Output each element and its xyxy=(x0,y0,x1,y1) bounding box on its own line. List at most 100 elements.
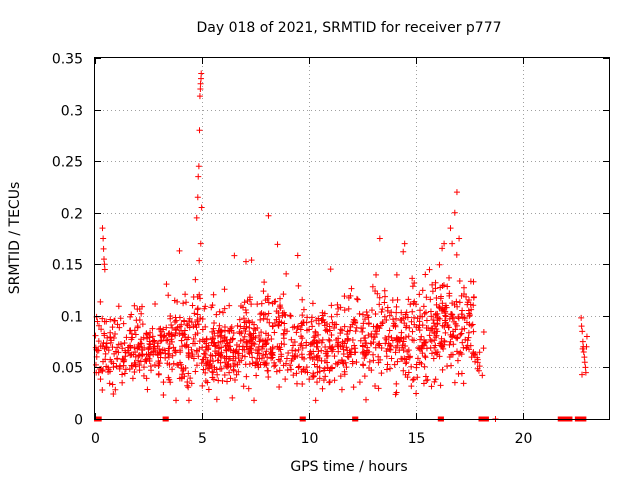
data-point xyxy=(446,274,453,281)
data-point xyxy=(307,354,314,361)
data-point xyxy=(264,367,271,374)
data-point xyxy=(97,343,104,350)
data-point xyxy=(299,354,306,361)
data-point xyxy=(265,374,272,381)
data-point xyxy=(476,349,483,356)
data-point xyxy=(426,266,433,273)
data-point xyxy=(457,331,464,338)
data-point xyxy=(441,341,448,348)
data-point xyxy=(169,352,176,359)
data-point xyxy=(316,375,323,382)
data-point xyxy=(303,364,310,371)
data-point xyxy=(202,354,209,361)
data-point xyxy=(404,374,411,381)
data-point xyxy=(187,375,194,382)
data-point xyxy=(400,347,407,354)
data-point xyxy=(430,320,437,327)
data-point xyxy=(276,344,283,351)
data-point xyxy=(105,366,112,373)
data-point xyxy=(266,319,273,326)
data-point xyxy=(210,325,217,332)
data-point xyxy=(144,386,151,393)
axis-ticks xyxy=(95,58,609,420)
data-point xyxy=(444,283,451,290)
data-point xyxy=(299,381,306,388)
data-point xyxy=(348,285,355,292)
data-point xyxy=(177,347,184,354)
data-point xyxy=(370,351,377,358)
data-point xyxy=(415,324,422,331)
data-point xyxy=(474,365,481,372)
data-point xyxy=(132,361,139,368)
data-point xyxy=(263,362,270,369)
data-point xyxy=(306,326,313,333)
data-point xyxy=(188,319,195,326)
data-point xyxy=(356,379,363,386)
data-point xyxy=(198,70,205,77)
data-point xyxy=(331,377,338,384)
data-point xyxy=(151,362,158,369)
data-point xyxy=(337,373,344,380)
data-point xyxy=(248,334,255,341)
data-point xyxy=(470,302,477,309)
data-point xyxy=(422,373,429,380)
data-point xyxy=(263,348,270,355)
data-point xyxy=(277,295,284,302)
data-point xyxy=(281,311,288,318)
data-point xyxy=(213,311,220,318)
data-point xyxy=(326,327,333,334)
data-point xyxy=(334,311,341,318)
data-point xyxy=(120,356,127,363)
data-point xyxy=(273,368,280,375)
data-point xyxy=(386,346,393,353)
data-point xyxy=(195,163,202,170)
data-point xyxy=(424,376,431,383)
data-point xyxy=(172,329,179,336)
data-point xyxy=(349,321,356,328)
data-point xyxy=(163,324,170,331)
data-point xyxy=(315,320,322,327)
data-point xyxy=(185,384,192,391)
data-point xyxy=(109,344,116,351)
data-point xyxy=(117,340,124,347)
data-point xyxy=(112,330,119,337)
data-point xyxy=(203,360,210,367)
data-point xyxy=(277,305,284,312)
data-point xyxy=(341,368,348,375)
data-point xyxy=(404,314,411,321)
data-point xyxy=(318,357,325,364)
data-point xyxy=(288,336,295,343)
data-point xyxy=(343,344,350,351)
data-point xyxy=(252,346,259,353)
data-point xyxy=(419,350,426,357)
data-point xyxy=(206,365,213,372)
data-point xyxy=(409,328,416,335)
data-point xyxy=(480,329,487,336)
data-point xyxy=(386,327,393,334)
data-point xyxy=(579,328,586,335)
data-point xyxy=(373,271,380,278)
data-point xyxy=(253,372,260,379)
data-point xyxy=(218,344,225,351)
data-point xyxy=(353,359,360,366)
x-axis-label: GPS time / hours xyxy=(290,459,407,475)
data-point xyxy=(410,300,417,307)
data-point xyxy=(205,346,212,353)
data-point xyxy=(121,370,128,377)
data-point xyxy=(432,312,439,319)
data-point xyxy=(315,348,322,355)
data-point xyxy=(110,360,117,367)
data-point xyxy=(314,379,321,386)
data-point xyxy=(254,325,261,332)
data-point xyxy=(248,301,255,308)
data-point xyxy=(287,362,294,369)
data-point xyxy=(160,333,167,340)
data-point xyxy=(346,327,353,334)
data-point xyxy=(218,365,225,372)
data-point xyxy=(405,296,412,303)
data-point xyxy=(429,288,436,295)
data-point xyxy=(479,372,486,379)
data-point xyxy=(416,291,423,298)
data-point xyxy=(100,235,107,242)
data-point xyxy=(453,251,460,258)
